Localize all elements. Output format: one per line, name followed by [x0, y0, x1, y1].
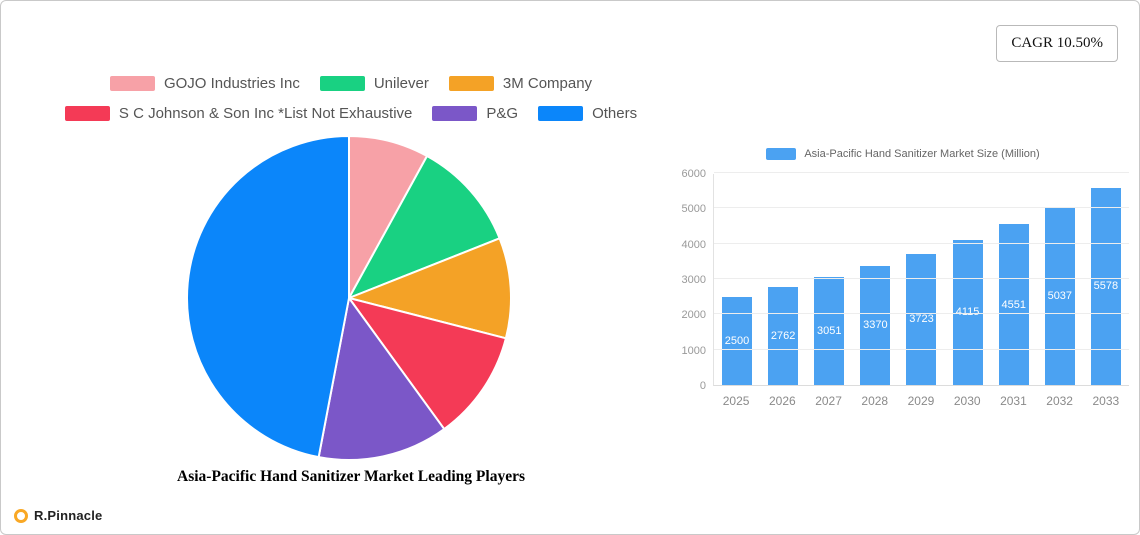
gridline	[714, 348, 1129, 350]
bar-value-label: 3723	[909, 313, 934, 326]
legend-item[interactable]: 3M Company	[448, 75, 593, 92]
gridline	[714, 207, 1129, 209]
x-tick-label: 2029	[907, 394, 935, 408]
bar-2033: 5578	[1090, 187, 1121, 385]
legend-swatch	[319, 76, 365, 91]
legend-row: S C Johnson & Son Inc *List Not Exhausti…	[64, 105, 637, 122]
legend-row: GOJO Industries Inc Unilever 3M Company	[109, 75, 593, 92]
x-tick-label: 2033	[1092, 394, 1120, 408]
legend-item[interactable]: P&G	[432, 105, 518, 122]
bar-legend-swatch	[766, 148, 797, 160]
gridline	[714, 172, 1129, 173]
bar-2028: 3370	[860, 265, 891, 385]
legend-swatch	[64, 106, 110, 121]
pie-legend: GOJO Industries Inc Unilever 3M Company S C…	[1, 75, 701, 122]
pie-slice-2	[348, 237, 512, 340]
legend-label: Unilever	[373, 75, 429, 92]
brand-name: R.Pinnacle	[34, 508, 103, 523]
bar-2025: 2500	[722, 296, 753, 385]
gridline	[714, 313, 1129, 315]
bar-2030: 4115	[952, 239, 983, 385]
gridline	[714, 242, 1129, 244]
legend-swatch	[538, 106, 584, 121]
bar-x-axis: 2025 2026 2027 2028 2029 2030 2031 2032 2033	[713, 394, 1129, 408]
legend-item[interactable]: Others	[538, 105, 637, 122]
cagr-badge: CAGR 10.50%	[996, 25, 1118, 62]
bar-2029: 3723	[906, 253, 937, 385]
pie-chart	[186, 135, 512, 461]
bar-value-label: 4551	[1001, 298, 1026, 311]
gridline	[714, 278, 1129, 279]
y-tick-label: 1000	[681, 344, 706, 357]
y-tick-label: 5000	[681, 203, 706, 216]
x-tick-label: 2027	[815, 394, 842, 408]
y-tick-label: 4000	[681, 238, 706, 251]
bars: 2500 2762 3051 3370 3723 4115 4551 5037 5578	[714, 174, 1129, 385]
legend-label: GOJO Industries Inc	[163, 75, 300, 92]
brand-logo: R.Pinnacle	[14, 508, 102, 523]
legend-item[interactable]: S C Johnson & Son Inc *List Not Exhausti…	[64, 105, 413, 122]
bar-chart: Asia-Pacific Hand Sanitizer Market Size …	[677, 148, 1129, 408]
x-tick-label: 2028	[861, 394, 889, 408]
y-tick-label: 3000	[681, 274, 706, 286]
legend-swatch	[109, 76, 155, 91]
legend-item[interactable]: GOJO Industries Inc	[109, 75, 300, 92]
legend-label: P&G	[486, 105, 519, 122]
bar-value-label: 3051	[817, 325, 842, 338]
pie-title: Asia-Pacific Hand Sanitizer Market Leadi…	[177, 468, 525, 485]
y-tick-label: 2000	[681, 309, 706, 322]
x-tick-label: 2031	[1000, 394, 1027, 408]
brand-circle-icon	[14, 508, 28, 523]
pie-slice-1	[348, 155, 501, 299]
bar-value-label: 5578	[1093, 280, 1119, 293]
y-tick-label: 0	[699, 380, 706, 392]
x-tick-label: 2025	[722, 394, 750, 408]
bar-legend-label: Asia-Pacific Hand Sanitizer Market Size …	[804, 148, 1040, 160]
x-tick-label: 2032	[1046, 394, 1073, 408]
bar-2026: 2762	[768, 287, 799, 385]
bar-2027: 3051	[814, 277, 845, 385]
legend-swatch	[448, 76, 494, 91]
legend-label: S C Johnson & Son Inc *List Not Exhausti…	[118, 105, 413, 122]
legend-label: 3M Company	[502, 75, 593, 92]
bar-2032: 5037	[1044, 207, 1075, 385]
x-tick-label: 2026	[768, 394, 796, 408]
legend-label: Others	[592, 105, 638, 122]
bar-value-label: 2762	[770, 330, 796, 343]
bar-plot: 2500 2762 3051 3370 3723 4115 4551 5037 5578	[713, 172, 1129, 386]
bar-value-label: 3370	[863, 319, 888, 332]
legend-item[interactable]: Unilever	[319, 75, 429, 92]
legend-swatch	[432, 106, 478, 121]
bar-value-label: 4115	[955, 306, 980, 319]
bar-y-axis: 0 1000 2000 3000 4000 5000 6000	[677, 168, 713, 392]
bar-value-label: 5037	[1047, 290, 1073, 302]
bar-legend[interactable]: Asia-Pacific Hand Sanitizer Market Size …	[677, 148, 1129, 160]
x-tick-label: 2030	[953, 394, 981, 408]
pie-slice-5	[186, 135, 350, 459]
pie-slice-3	[348, 297, 507, 431]
pie-slice-4	[317, 297, 446, 461]
bar-2031: 4551	[998, 224, 1029, 385]
bar-value-label: 2500	[724, 334, 750, 347]
y-tick-label: 6000	[681, 168, 706, 180]
